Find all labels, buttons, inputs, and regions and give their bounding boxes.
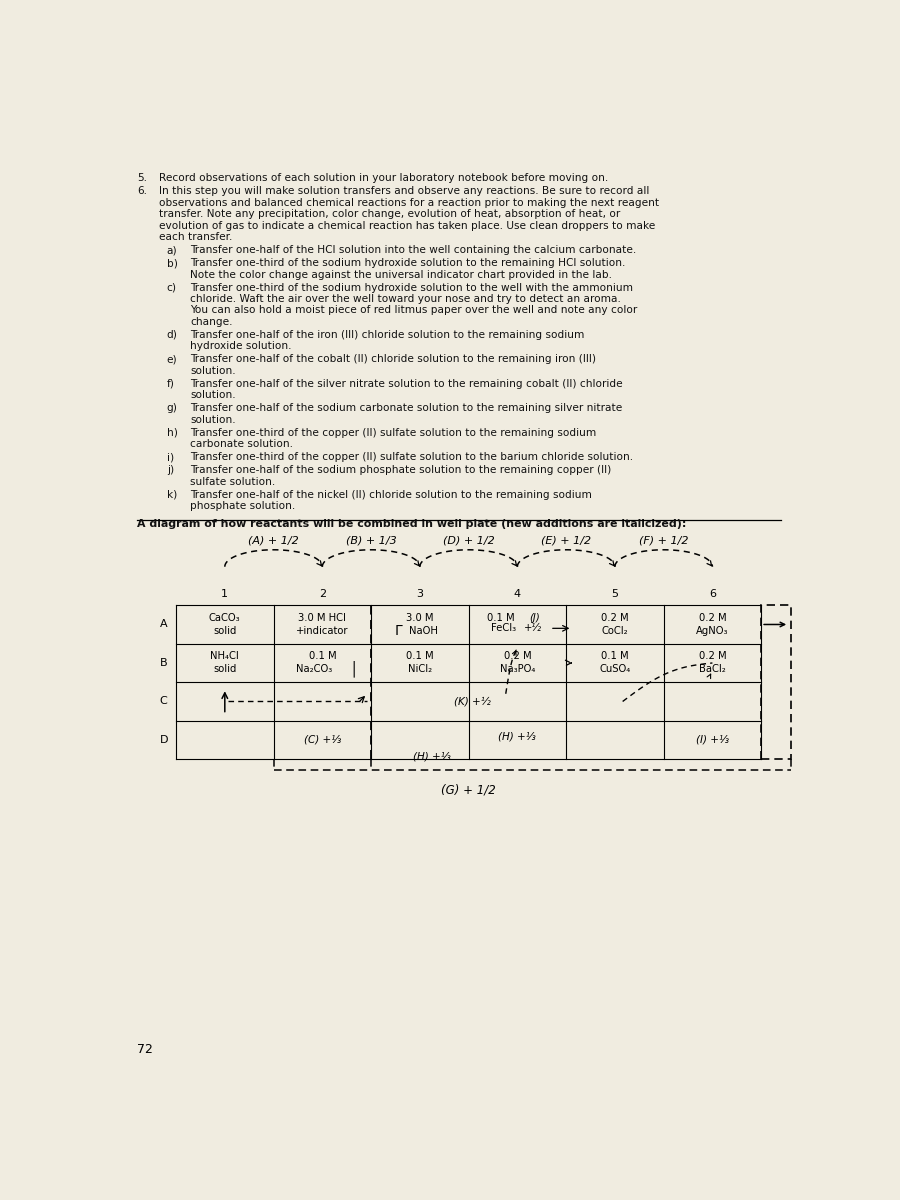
Text: Transfer one-third of the copper (II) sulfate solution to the barium chloride so: Transfer one-third of the copper (II) su… — [190, 452, 633, 462]
Text: d): d) — [166, 330, 177, 340]
Text: Γ: Γ — [394, 624, 402, 637]
Text: j): j) — [166, 466, 174, 475]
Text: 0.2 M: 0.2 M — [504, 652, 531, 661]
Text: Transfer one-half of the cobalt (II) chloride solution to the remaining iron (II: Transfer one-half of the cobalt (II) chl… — [190, 354, 596, 365]
Text: (J): (J) — [529, 612, 540, 623]
Text: │: │ — [349, 661, 357, 678]
Text: k): k) — [166, 490, 177, 500]
Text: You can also hold a moist piece of red litmus paper over the well and note any c: You can also hold a moist piece of red l… — [190, 305, 637, 316]
Text: carbonate solution.: carbonate solution. — [190, 439, 293, 449]
Text: In this step you will make solution transfers and observe any reactions. Be sure: In this step you will make solution tran… — [159, 186, 650, 197]
Text: (A) + 1/2: (A) + 1/2 — [248, 536, 299, 546]
Text: Transfer one-half of the silver nitrate solution to the remaining cobalt (II) ch: Transfer one-half of the silver nitrate … — [190, 379, 623, 389]
Text: Transfer one-third of the sodium hydroxide solution to the remaining HCl solutio: Transfer one-third of the sodium hydroxi… — [190, 258, 626, 268]
Text: e): e) — [166, 354, 177, 365]
Text: (H) +⅓: (H) +⅓ — [499, 731, 536, 742]
Text: chloride. Waft the air over the well toward your nose and try to detect an aroma: chloride. Waft the air over the well tow… — [190, 294, 621, 304]
Text: A diagram of how reactants will be combined in well plate (new additions are ita: A diagram of how reactants will be combi… — [138, 518, 687, 529]
Text: i): i) — [166, 452, 174, 462]
Text: solution.: solution. — [190, 390, 236, 401]
Text: NiCl₂: NiCl₂ — [408, 664, 432, 674]
Text: 0.2 M: 0.2 M — [698, 612, 726, 623]
Bar — [761, 605, 790, 760]
Text: 3: 3 — [417, 589, 423, 599]
Text: A: A — [160, 619, 167, 630]
Text: 0.2 M: 0.2 M — [698, 652, 726, 661]
Text: 2: 2 — [319, 589, 326, 599]
Text: CuSO₄: CuSO₄ — [599, 664, 631, 674]
Text: 3.0 M: 3.0 M — [406, 612, 434, 623]
Text: 5: 5 — [611, 589, 618, 599]
Text: evolution of gas to indicate a chemical reaction has taken place. Use clean drop: evolution of gas to indicate a chemical … — [159, 221, 655, 230]
Text: Transfer one-third of the copper (II) sulfate solution to the remaining sodium: Transfer one-third of the copper (II) su… — [190, 428, 596, 438]
Text: (D) + 1/2: (D) + 1/2 — [443, 536, 494, 546]
Text: 5.: 5. — [138, 173, 148, 184]
Text: D: D — [159, 734, 168, 745]
Text: 0.2 M: 0.2 M — [601, 612, 629, 623]
Text: 6: 6 — [709, 589, 716, 599]
Text: transfer. Note any precipitation, color change, evolution of heat, absorption of: transfer. Note any precipitation, color … — [159, 209, 620, 220]
Text: hydroxide solution.: hydroxide solution. — [190, 341, 292, 352]
Text: (H) +⅓: (H) +⅓ — [412, 752, 450, 762]
Text: (F) + 1/2: (F) + 1/2 — [639, 536, 688, 546]
Text: +indicator: +indicator — [296, 625, 348, 636]
Text: each transfer.: each transfer. — [159, 232, 232, 242]
Text: sulfate solution.: sulfate solution. — [190, 476, 275, 487]
Text: Na₂CO₃: Na₂CO₃ — [296, 664, 333, 674]
Text: 0.1 M: 0.1 M — [487, 612, 514, 623]
Text: solid: solid — [213, 664, 237, 674]
Text: BaCl₂: BaCl₂ — [699, 664, 725, 674]
Text: a): a) — [166, 245, 177, 256]
Text: Note the color change against the universal indicator chart provided in the lab.: Note the color change against the univer… — [190, 270, 612, 280]
Text: (G) + 1/2: (G) + 1/2 — [441, 784, 496, 797]
Text: Record observations of each solution in your laboratory notebook before moving o: Record observations of each solution in … — [159, 173, 608, 184]
Text: Transfer one-half of the sodium carbonate solution to the remaining silver nitra: Transfer one-half of the sodium carbonat… — [190, 403, 622, 413]
Text: solution.: solution. — [190, 415, 236, 425]
Text: (B) + 1/3: (B) + 1/3 — [346, 536, 397, 546]
Text: Transfer one-third of the sodium hydroxide solution to the well with the ammoniu: Transfer one-third of the sodium hydroxi… — [190, 282, 633, 293]
Text: AgNO₃: AgNO₃ — [697, 625, 729, 636]
Text: 0.1 M: 0.1 M — [406, 652, 434, 661]
Text: g): g) — [166, 403, 177, 413]
Text: FeCl₃: FeCl₃ — [491, 623, 516, 634]
Text: 72: 72 — [138, 1044, 153, 1056]
Text: NaOH: NaOH — [410, 625, 438, 636]
Text: observations and balanced chemical reactions for a reaction prior to making the : observations and balanced chemical react… — [159, 198, 659, 208]
Text: Na₃PO₄: Na₃PO₄ — [500, 664, 536, 674]
Text: (C) +⅓: (C) +⅓ — [303, 734, 341, 745]
Text: NH₄Cl: NH₄Cl — [211, 652, 239, 661]
Text: Transfer one-half of the HCl solution into the well containing the calcium carbo: Transfer one-half of the HCl solution in… — [190, 245, 636, 256]
Text: b): b) — [166, 258, 177, 268]
Text: +½: +½ — [524, 623, 542, 634]
Text: change.: change. — [190, 317, 232, 326]
Text: 0.1 M: 0.1 M — [601, 652, 629, 661]
Text: CoCl₂: CoCl₂ — [601, 625, 628, 636]
Text: f): f) — [166, 379, 175, 389]
Text: solid: solid — [213, 625, 237, 636]
Text: 0.1 M: 0.1 M — [309, 652, 336, 661]
Text: 4: 4 — [514, 589, 521, 599]
Text: (I) +⅓: (I) +⅓ — [696, 734, 729, 745]
Text: Transfer one-half of the sodium phosphate solution to the remaining copper (II): Transfer one-half of the sodium phosphat… — [190, 466, 611, 475]
Text: C: C — [160, 696, 167, 707]
Text: 1: 1 — [221, 589, 229, 599]
Text: phosphate solution.: phosphate solution. — [190, 502, 295, 511]
Text: 6.: 6. — [138, 186, 148, 197]
Text: c): c) — [166, 282, 176, 293]
Text: CaCO₃: CaCO₃ — [209, 612, 240, 623]
Text: (K) +½: (K) +½ — [454, 696, 490, 707]
Text: (E) + 1/2: (E) + 1/2 — [541, 536, 591, 546]
Text: B: B — [160, 658, 167, 668]
Text: Transfer one-half of the iron (III) chloride solution to the remaining sodium: Transfer one-half of the iron (III) chlo… — [190, 330, 584, 340]
Text: h): h) — [166, 428, 177, 438]
Text: Transfer one-half of the nickel (II) chloride solution to the remaining sodium: Transfer one-half of the nickel (II) chl… — [190, 490, 592, 500]
Text: 3.0 M HCl: 3.0 M HCl — [299, 612, 346, 623]
Text: solution.: solution. — [190, 366, 236, 376]
